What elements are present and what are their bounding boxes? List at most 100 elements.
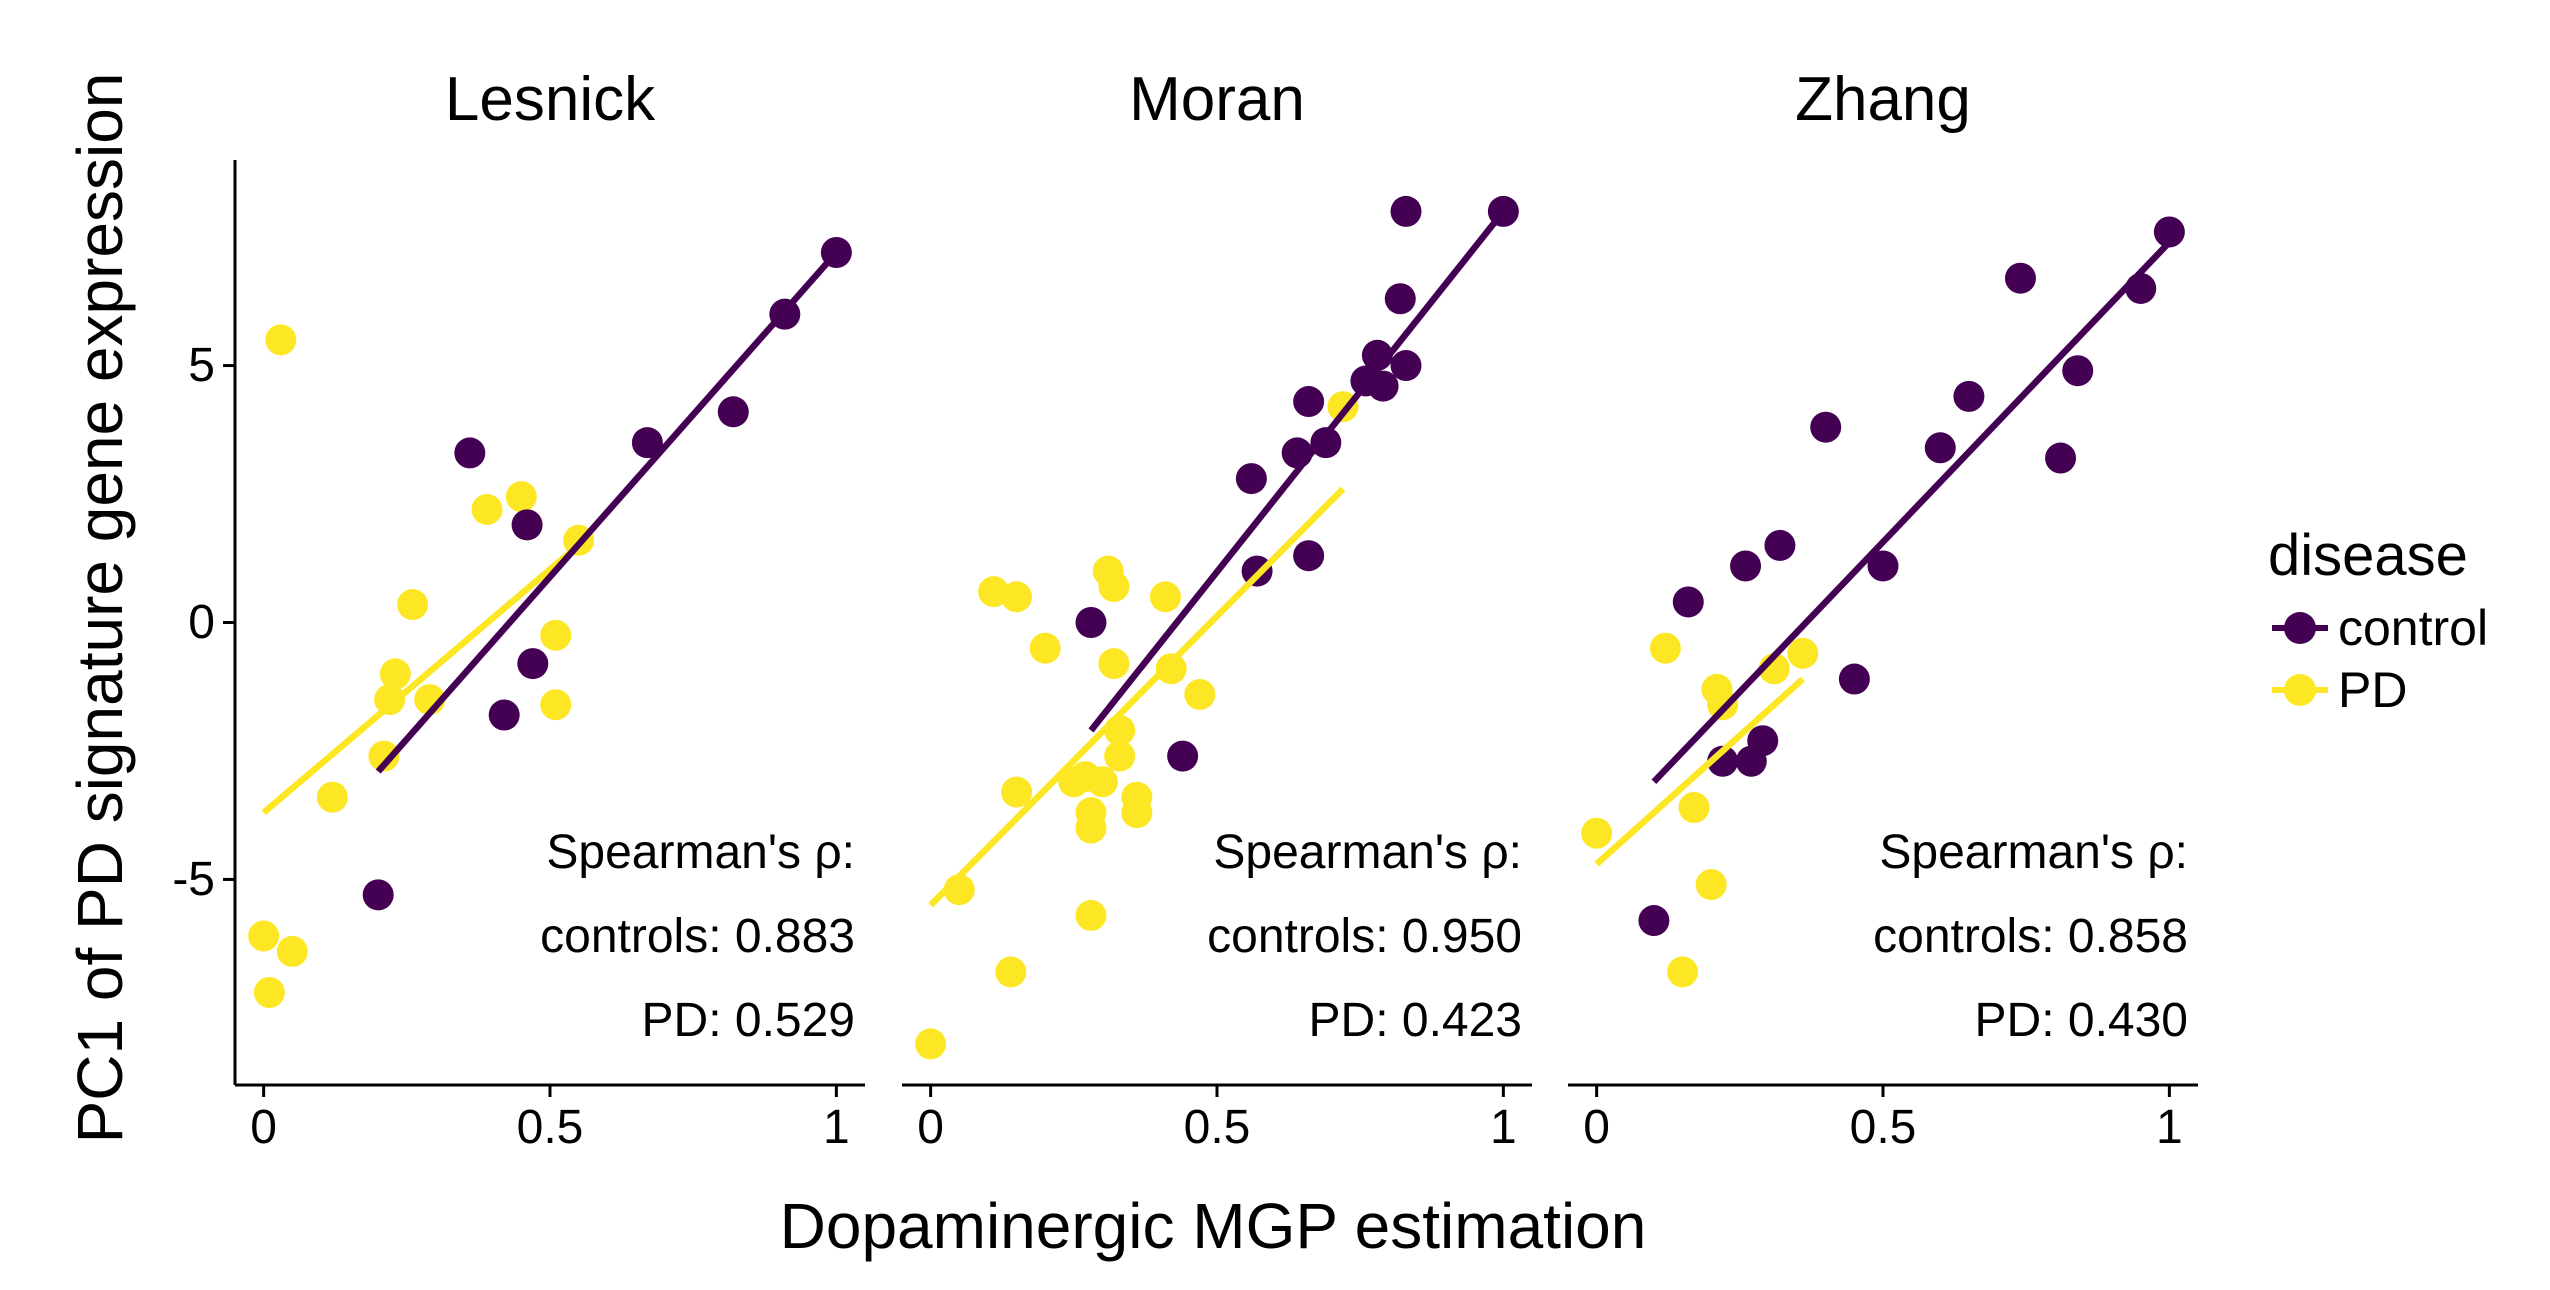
point-control-zhang	[1672, 586, 1704, 618]
point-control-moran	[1367, 370, 1399, 402]
point-control-zhang	[1764, 529, 1796, 561]
panel-zhang: Zhang 0 0.5 1 Spearman's ρ: controls: 0.858 PD…	[1568, 65, 2198, 1154]
point-pd-moran	[1075, 899, 1107, 931]
y-tick-label: -5	[172, 853, 215, 906]
fit-line-pd-moran	[928, 486, 1346, 908]
point-control-moran	[1293, 386, 1325, 418]
point-control-lesnick	[517, 648, 549, 680]
point-control-lesnick	[454, 437, 486, 469]
point-pd-moran	[1001, 581, 1033, 613]
point-control-lesnick	[488, 699, 520, 731]
x-tick-label-zhang: 0	[1583, 1101, 1610, 1154]
stats-controls-moran: controls: 0.950	[1207, 910, 1522, 963]
stats-pd-lesnick: PD: 0.529	[642, 994, 855, 1047]
point-pd-zhang	[1649, 632, 1681, 664]
point-pd-moran	[1155, 653, 1187, 685]
legend-key-point-control	[2284, 612, 2316, 644]
legend-label-pd: PD	[2338, 662, 2407, 718]
x-axis-title: Dopaminergic MGP estimation	[780, 1190, 1647, 1262]
point-pd-lesnick	[379, 658, 411, 690]
x-tick-label-moran: 1	[1490, 1101, 1517, 1154]
facet-panels: Lesnick 0 0.5 1 -5 0 5 Spearman's ρ: controls: 0…	[172, 65, 2198, 1154]
point-control-moran	[1384, 283, 1416, 315]
y-tick-label: 5	[188, 339, 215, 392]
point-pd-moran	[1121, 797, 1153, 829]
point-pd-zhang	[1667, 956, 1699, 988]
x-tick-label-lesnick: 1	[823, 1101, 850, 1154]
point-pd-moran	[1104, 740, 1136, 772]
facet-title-moran: Moran	[1129, 65, 1305, 134]
legend-key-point-pd	[2284, 674, 2316, 706]
point-control-zhang	[2062, 355, 2094, 387]
point-control-zhang	[1747, 725, 1779, 757]
point-pd-lesnick	[316, 781, 348, 813]
x-tick-label-moran: 0	[917, 1101, 944, 1154]
point-control-moran	[1167, 740, 1199, 772]
point-control-zhang	[1924, 432, 1956, 464]
point-control-moran	[1293, 540, 1325, 572]
point-pd-zhang	[1707, 689, 1739, 721]
point-control-zhang	[2125, 272, 2157, 304]
stats-controls-lesnick: controls: 0.883	[540, 910, 855, 963]
legend-title: disease	[2268, 523, 2468, 588]
point-pd-zhang	[1787, 637, 1819, 669]
point-pd-zhang	[1678, 792, 1710, 823]
point-control-zhang	[2004, 262, 2036, 294]
y-axis-title: PC1 of PD signature gene expression	[64, 73, 136, 1144]
point-pd-lesnick	[374, 684, 406, 716]
point-pd-lesnick	[265, 324, 297, 356]
point-pd-lesnick	[248, 920, 280, 952]
stats-header-moran: Spearman's ρ:	[1213, 826, 1522, 879]
legend-entry-pd: PD	[2272, 662, 2407, 718]
point-control-zhang	[1953, 380, 1985, 412]
legend-label-control: control	[2338, 600, 2488, 656]
point-control-zhang	[2153, 216, 2185, 248]
point-control-moran	[1310, 427, 1342, 459]
point-pd-moran	[1086, 766, 1118, 798]
panel-lesnick: Lesnick 0 0.5 1 -5 0 5 Spearman's ρ: controls: 0…	[172, 65, 865, 1154]
x-tick-label-moran: 0.5	[1184, 1101, 1251, 1154]
legend-entry-control: control	[2272, 600, 2488, 656]
fit-line-pd-zhang	[1594, 676, 1805, 867]
point-pd-moran	[915, 1028, 947, 1060]
point-pd-zhang	[1581, 817, 1613, 849]
point-control-lesnick	[511, 509, 543, 541]
point-control-zhang	[1810, 411, 1842, 443]
legend: disease control PD	[2268, 523, 2488, 718]
stats-pd-moran: PD: 0.423	[1309, 994, 1522, 1047]
point-pd-moran	[995, 956, 1027, 988]
fit-line-control-zhang	[1651, 239, 2172, 785]
point-pd-moran	[1149, 581, 1181, 613]
stats-header-zhang: Spearman's ρ:	[1879, 826, 2188, 879]
point-control-lesnick	[631, 427, 663, 459]
facet-title-lesnick: Lesnick	[445, 65, 656, 134]
x-tick-label-zhang: 0.5	[1850, 1101, 1917, 1154]
stats-pd-zhang: PD: 0.430	[1975, 994, 2188, 1047]
x-tick-label-zhang: 1	[2156, 1101, 2183, 1154]
fit-line-control-lesnick	[375, 250, 839, 774]
point-pd-moran	[1001, 776, 1033, 808]
point-pd-moran	[1029, 632, 1061, 664]
x-tick-label-lesnick: 0.5	[517, 1101, 584, 1154]
point-pd-moran	[1184, 678, 1216, 710]
point-control-moran	[1235, 463, 1267, 495]
point-pd-lesnick	[505, 481, 537, 513]
point-control-moran	[1390, 195, 1422, 227]
point-pd-zhang	[1695, 869, 1727, 901]
point-control-zhang	[1730, 550, 1762, 582]
point-pd-lesnick	[540, 619, 572, 651]
point-control-zhang	[1867, 550, 1899, 582]
fit-line-pd-lesnick	[261, 537, 587, 816]
point-control-zhang	[1707, 745, 1739, 777]
point-control-zhang	[1838, 663, 1870, 695]
stats-header-lesnick: Spearman's ρ:	[546, 826, 855, 879]
x-tick-label-lesnick: 0	[250, 1101, 277, 1154]
point-control-moran	[1075, 607, 1107, 638]
y-tick-label: 0	[188, 596, 215, 649]
point-control-zhang	[2045, 442, 2077, 474]
point-pd-lesnick	[397, 589, 429, 621]
point-pd-lesnick	[253, 977, 285, 1008]
point-pd-lesnick	[276, 935, 308, 967]
point-control-zhang	[1638, 905, 1670, 937]
